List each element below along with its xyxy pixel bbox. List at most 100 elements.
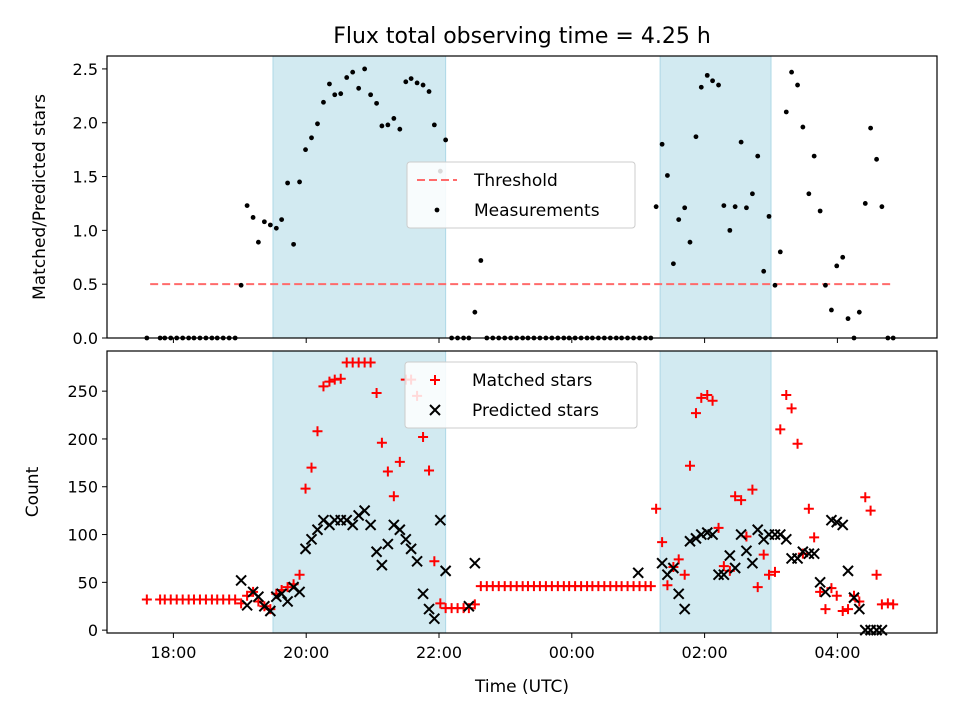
matched-stars-point	[702, 389, 713, 400]
measurements-point	[356, 85, 362, 91]
matched-stars-point	[854, 596, 865, 607]
matched-stars-point	[775, 424, 786, 435]
measurements-point	[789, 69, 794, 75]
matched-stars-point	[429, 556, 440, 567]
measurements-point	[744, 205, 749, 211]
predicted-stars-point	[346, 519, 359, 531]
measurements-point	[755, 153, 761, 159]
measurements-point	[368, 92, 374, 98]
predicted-stars-point	[358, 504, 371, 517]
y-tick-label: 100	[67, 526, 98, 545]
y-tick-label: 0.0	[73, 329, 98, 348]
predicted-stars-point	[463, 600, 475, 612]
matched-stars-point	[294, 569, 305, 580]
matched-stars-point	[230, 594, 241, 605]
axes-frame	[106, 55, 938, 339]
measurements-point	[732, 204, 738, 210]
matched-stars-point	[651, 503, 662, 514]
measurements-point	[279, 217, 285, 223]
predicted-stars-point	[370, 546, 383, 558]
measurements-point	[478, 258, 484, 263]
x-tick-label: 04:00	[814, 643, 860, 662]
x-tick-label: 22:00	[416, 643, 462, 662]
bottom-panel: 0 50 100 150 200 250 18:00 20:00 22:00 00:00 02:00…	[23, 350, 938, 662]
measurements-point	[244, 203, 250, 209]
x-tick-label: 18:00	[150, 643, 196, 662]
measurements-point	[879, 204, 885, 210]
matched-stars-point	[736, 495, 747, 506]
legend-label: Predicted stars	[472, 401, 599, 421]
predicted-stars-point	[684, 535, 696, 547]
y-tick-label: 50	[78, 573, 98, 592]
predicted-stars-point	[434, 514, 447, 526]
measurements-point	[238, 282, 244, 288]
matched-stars-point	[820, 604, 831, 615]
matched-stars-point	[371, 388, 382, 399]
matched-stars-point	[141, 594, 152, 605]
measurements-point	[362, 66, 368, 72]
measurements-point	[309, 135, 314, 141]
measurements-point	[374, 100, 379, 106]
measurements-point	[823, 282, 828, 288]
matched-stars-point	[306, 462, 317, 473]
measurements-point	[811, 153, 817, 159]
predicted-stars-point	[837, 519, 849, 531]
matched-stars-point	[797, 548, 808, 559]
measurements-point	[783, 109, 789, 115]
measurements-point	[327, 81, 332, 87]
matched-stars-point	[324, 376, 335, 387]
measurements-point	[795, 82, 800, 88]
measurements-point	[806, 191, 812, 197]
predicted-stars-point	[690, 532, 702, 545]
measurements-point	[665, 173, 670, 178]
measurements-point	[420, 82, 426, 88]
predicted-stars-point	[305, 533, 318, 546]
matched-stars-point	[707, 395, 718, 406]
matched-stars-point	[657, 537, 668, 548]
predicted-stars-point	[672, 588, 685, 600]
predicted-stars-point	[831, 516, 843, 528]
measurements-point	[659, 141, 665, 147]
measurements-point	[414, 80, 420, 86]
measurements-point	[750, 191, 755, 197]
legend: Matched stars Predicted stars	[404, 361, 638, 429]
predicted-stars-point	[394, 524, 406, 536]
predicted-stars-point	[405, 543, 417, 555]
legend-box	[404, 361, 638, 429]
matched-stars-point	[684, 460, 695, 471]
x-tick-label: 02:00	[682, 643, 728, 662]
matched-stars-point	[730, 491, 741, 502]
measurements-point	[761, 268, 767, 274]
matched-stars-point	[769, 566, 780, 577]
top-panel: 0.0 0.5 1.0 1.5 2.0 2.5 Matched/Predicted star…	[30, 55, 938, 348]
legend-swatch	[429, 404, 441, 416]
matched-stars-point	[312, 426, 323, 437]
predicted-stars-point	[400, 533, 412, 546]
measurements-point	[698, 84, 704, 90]
y-tick-label: 0.5	[73, 275, 98, 294]
measurements-point	[291, 241, 296, 247]
matched-stars-point	[871, 569, 882, 580]
measurements-point	[321, 99, 326, 105]
matched-stars-point	[690, 408, 701, 419]
matched-stars-point	[300, 483, 311, 494]
predicted-stars-point	[819, 586, 832, 598]
measurements-point	[862, 201, 868, 206]
predicted-stars-point	[752, 524, 764, 536]
measurements-point	[874, 156, 879, 162]
measurements-point	[676, 217, 682, 223]
measurements-point	[704, 72, 710, 78]
predicted-stars-point	[270, 590, 283, 603]
y-axis-label: Count	[23, 466, 43, 517]
measurements-point	[397, 126, 403, 132]
predicted-stars-point	[718, 568, 730, 581]
matched-stars-point	[679, 569, 690, 580]
matched-stars-point	[718, 561, 729, 572]
predicted-stars-point	[241, 599, 253, 611]
axes-frame	[106, 350, 938, 634]
matched-stars-point	[424, 465, 435, 476]
predicted-stars-point	[848, 591, 860, 604]
predicted-stars-point	[780, 533, 792, 546]
chart-title: Flux total observing time = 4.25 h	[333, 24, 711, 49]
